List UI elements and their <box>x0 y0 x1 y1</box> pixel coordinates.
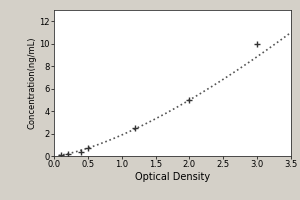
X-axis label: Optical Density: Optical Density <box>135 172 210 182</box>
Y-axis label: Concentration(ng/mL): Concentration(ng/mL) <box>28 37 37 129</box>
